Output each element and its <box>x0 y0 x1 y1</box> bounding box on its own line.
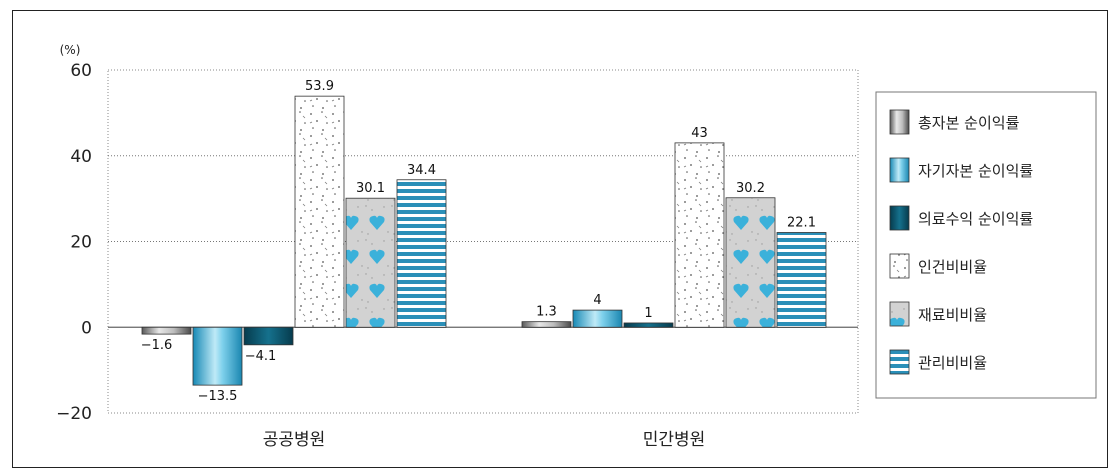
legend-swatch-1 <box>889 157 910 183</box>
data-label: 4 <box>593 293 601 308</box>
x-category-label: 민간병원 <box>643 430 706 450</box>
data-label: −4.1 <box>245 349 277 364</box>
data-label: 30.2 <box>736 181 765 196</box>
y-tick-label: 40 <box>70 147 92 167</box>
legend-swatch-5 <box>889 349 910 375</box>
data-label: 1.3 <box>536 305 557 320</box>
data-label: −1.6 <box>141 338 173 353</box>
legend-swatch-0 <box>889 109 910 135</box>
bar-0-1 <box>521 321 572 328</box>
plot-area-border <box>107 69 859 414</box>
legend-label: 총자본 순이익률 <box>918 114 1020 132</box>
data-label: −13.5 <box>198 389 238 404</box>
data-label: 1 <box>644 306 652 321</box>
bar-5-1 <box>776 232 827 328</box>
data-label: 53.9 <box>305 79 334 94</box>
data-label: 34.4 <box>407 163 436 178</box>
bar-2-1 <box>623 322 674 328</box>
legend-swatch-3 <box>889 253 910 279</box>
legend-label: 의료수익 순이익률 <box>918 210 1033 228</box>
bar-3-0 <box>294 95 345 328</box>
legend-swatch-2 <box>889 205 910 231</box>
y-tick-label: 0 <box>81 318 92 338</box>
data-label: 22.1 <box>787 215 816 230</box>
legend-swatch-4 <box>889 301 910 327</box>
y-unit-label: (%) <box>60 43 81 57</box>
legend-label: 인건비비율 <box>918 258 987 276</box>
chart-frame <box>12 10 1108 468</box>
bar-5-0 <box>396 179 447 328</box>
data-label: 43 <box>691 126 708 141</box>
bar-1-0 <box>192 326 243 386</box>
legend-label: 자기자본 순이익률 <box>918 162 1033 180</box>
bar-3-1 <box>674 142 725 328</box>
data-label: 30.1 <box>356 181 385 196</box>
bar-1-1 <box>572 309 623 328</box>
legend-label: 관리비비율 <box>918 354 987 372</box>
bar-0-0 <box>141 326 192 335</box>
y-tick-label: 20 <box>70 233 92 253</box>
bar-2-0 <box>243 326 294 346</box>
legend-label: 재료비비율 <box>918 306 987 324</box>
bar-4-0 <box>345 197 396 328</box>
y-tick-label: −20 <box>56 404 92 424</box>
y-tick-label: 60 <box>70 61 92 81</box>
bar-4-1 <box>725 197 776 328</box>
legend-box <box>875 91 1097 399</box>
x-category-label: 공공병원 <box>263 430 326 450</box>
